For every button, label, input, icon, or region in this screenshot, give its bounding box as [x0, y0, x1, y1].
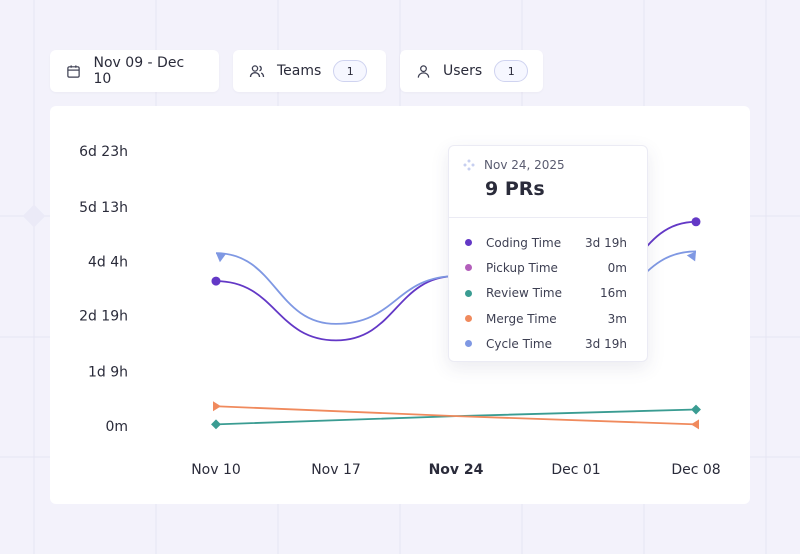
tooltip-pr-count: 9 PRs	[485, 178, 545, 200]
x-tick-label: Nov 24	[429, 462, 484, 478]
x-tick-label: Nov 17	[311, 462, 361, 478]
tooltip-row-value: 3m	[607, 311, 627, 326]
line-chart[interactable]: 6d 23h 5d 13h 4d 4h 2d 19h 1d 9h 0m Nov 10 Nov …	[50, 106, 750, 504]
y-tick-label: 0m	[105, 419, 128, 435]
y-tick-label: 6d 23h	[79, 144, 128, 160]
user-icon	[416, 63, 431, 79]
tooltip-row-label: Cycle Time	[486, 336, 552, 351]
tooltip-row-label: Merge Time	[486, 311, 557, 326]
tooltip-row-value: 16m	[600, 286, 627, 301]
date-range-label: Nov 09 - Dec 10	[93, 55, 185, 87]
calendar-icon	[66, 63, 82, 79]
tooltip-row-value: 3d 19h	[585, 336, 627, 351]
date-range-filter[interactable]: Nov 09 - Dec 10	[50, 50, 219, 92]
users-label: Users	[443, 63, 483, 79]
cycle-time-arrowhead	[686, 251, 696, 262]
tooltip-row-label: Review Time	[486, 286, 562, 301]
y-tick-label: 1d 9h	[88, 365, 128, 381]
x-tick-label: Dec 08	[671, 462, 720, 478]
y-tick-label: 2d 19h	[79, 309, 128, 325]
legend-dot	[465, 315, 472, 323]
chart-tooltip: Nov 24, 2025 9 PRs Coding Time 3d 19h Pi…	[448, 145, 648, 362]
tooltip-row-label: Coding Time	[486, 235, 562, 250]
teams-filter[interactable]: Teams 1	[233, 50, 386, 92]
review-time-point	[691, 404, 701, 415]
x-tick-label: Nov 10	[191, 462, 241, 478]
tooltip-row-review: Review Time 16m	[449, 281, 647, 306]
teams-count-badge: 1	[333, 60, 368, 82]
x-tick-label: Dec 01	[551, 462, 600, 478]
coding-time-point	[211, 276, 221, 286]
y-tick-label: 5d 13h	[79, 200, 128, 216]
tooltip-row-cycle: Cycle Time 3d 19h	[449, 331, 647, 356]
users-group-icon	[249, 63, 265, 79]
tooltip-date: Nov 24, 2025	[484, 158, 565, 172]
coding-time-point	[691, 217, 701, 227]
sparkle-icon	[463, 159, 475, 171]
y-tick-label: 4d 4h	[88, 254, 128, 270]
users-filter[interactable]: Users 1	[400, 50, 543, 92]
tooltip-row-value: 3d 19h	[585, 235, 627, 250]
teams-label: Teams	[277, 63, 322, 79]
merge-time-line	[215, 405, 697, 426]
users-count-badge: 1	[494, 60, 529, 82]
tooltip-row-coding: Coding Time 3d 19h	[449, 230, 647, 255]
legend-dot	[465, 264, 472, 272]
legend-dot	[465, 289, 472, 297]
tooltip-row-merge: Merge Time 3m	[449, 306, 647, 331]
cycle-time-arrowhead	[216, 253, 226, 263]
tooltip-row-value: 0m	[607, 260, 627, 275]
merge-time-point	[691, 419, 699, 430]
tooltip-row-label: Pickup Time	[486, 260, 558, 275]
legend-dot	[465, 239, 472, 247]
review-time-point	[211, 419, 221, 430]
legend-dot	[465, 340, 472, 348]
merge-time-point	[213, 401, 221, 412]
tooltip-row-pickup: Pickup Time 0m	[449, 255, 647, 280]
